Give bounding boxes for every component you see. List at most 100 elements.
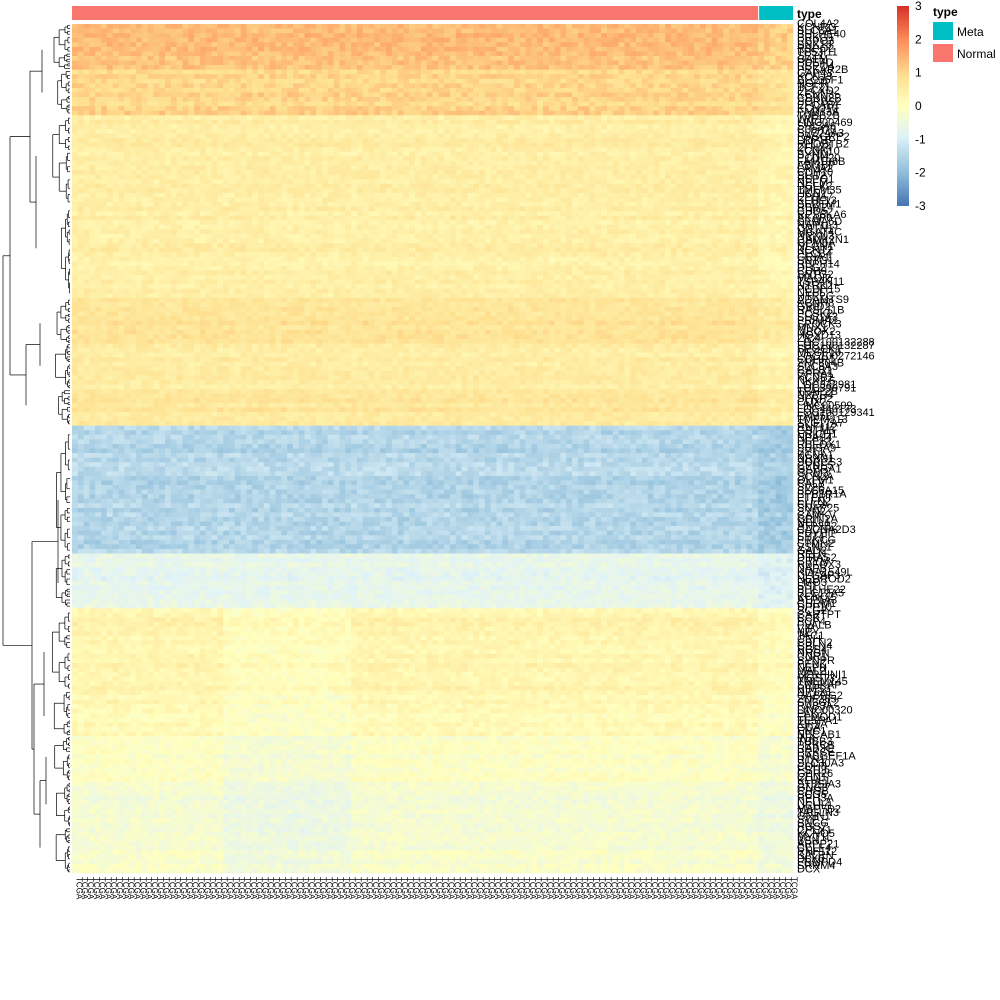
heatmap-cell [694, 70, 700, 75]
heatmap-cell [549, 120, 555, 125]
heatmap-cell [89, 124, 95, 129]
heatmap-cell [572, 166, 578, 171]
heatmap-cell [212, 56, 218, 61]
heatmap-cell [351, 42, 357, 47]
heatmap-cell [252, 83, 258, 88]
heatmap-cell [409, 70, 415, 75]
heatmap-cell [729, 61, 735, 66]
heatmap-cell [624, 138, 630, 143]
heatmap-cell [473, 33, 479, 38]
heatmap-cell [386, 47, 392, 52]
heatmap-cell [217, 115, 223, 120]
heatmap-cell [688, 83, 694, 88]
heatmap-cell [177, 61, 183, 66]
heatmap-cell [415, 161, 421, 166]
heatmap-cell [508, 129, 514, 134]
heatmap-cell [270, 156, 276, 161]
heatmap-cell [409, 33, 415, 38]
heatmap-cell [281, 51, 287, 56]
heatmap-cell [287, 106, 293, 111]
heatmap-cell [380, 143, 386, 148]
heatmap-cell [206, 152, 212, 157]
heatmap-cell [694, 106, 700, 111]
heatmap-cell [613, 147, 619, 152]
heatmap-cell [310, 134, 316, 139]
heatmap-cell [683, 102, 689, 107]
heatmap-cell [770, 170, 776, 175]
heatmap-cell [438, 65, 444, 70]
heatmap-cell [555, 74, 561, 79]
heatmap-cell [339, 106, 345, 111]
heatmap-cell [369, 138, 375, 143]
heatmap-cell [433, 33, 439, 38]
heatmap-cell [339, 156, 345, 161]
heatmap-cell [776, 51, 782, 56]
heatmap-cell [624, 161, 630, 166]
heatmap-cell [642, 47, 648, 52]
heatmap-cell [781, 115, 787, 120]
heatmap-cell [613, 42, 619, 47]
heatmap-cell [374, 138, 380, 143]
heatmap-cell [607, 42, 613, 47]
heatmap-cell [613, 124, 619, 129]
heatmap-cell [683, 61, 689, 66]
heatmap-cell [555, 92, 561, 97]
heatmap-cell [171, 74, 177, 79]
heatmap-cell [421, 143, 427, 148]
heatmap-cell [142, 38, 148, 43]
heatmap-cell [136, 124, 142, 129]
heatmap-cell [386, 120, 392, 125]
heatmap-cell [363, 147, 369, 152]
heatmap-cell [363, 124, 369, 129]
heatmap-cell [607, 65, 613, 70]
heatmap-cell [165, 161, 171, 166]
heatmap-cell [770, 152, 776, 157]
heatmap-cell [694, 74, 700, 79]
heatmap-cell [252, 120, 258, 125]
heatmap-cell [613, 51, 619, 56]
heatmap-cell [694, 124, 700, 129]
heatmap-cell [508, 24, 514, 29]
heatmap-cell [665, 97, 671, 102]
heatmap-cell [89, 143, 95, 148]
heatmap-cell [374, 70, 380, 75]
heatmap-cell [514, 79, 520, 84]
heatmap-cell [427, 143, 433, 148]
heatmap-cell [572, 79, 578, 84]
heatmap-cell [659, 124, 665, 129]
heatmap-cell [89, 156, 95, 161]
heatmap-cell [479, 175, 485, 180]
heatmap-cell [438, 129, 444, 134]
heatmap-cell [636, 134, 642, 139]
heatmap-cell [281, 115, 287, 120]
heatmap-cell [84, 156, 90, 161]
heatmap-cell [392, 29, 398, 34]
heatmap-cell [572, 92, 578, 97]
heatmap-cell [746, 83, 752, 88]
heatmap-cell [589, 161, 595, 166]
heatmap-cell [584, 166, 590, 171]
heatmap-cell [467, 152, 473, 157]
heatmap-cell [84, 161, 90, 166]
heatmap-cell [467, 129, 473, 134]
heatmap-cell [758, 115, 764, 120]
heatmap-cell [438, 88, 444, 93]
heatmap-cell [473, 143, 479, 148]
heatmap-cell [119, 106, 125, 111]
heatmap-cell [223, 166, 229, 171]
heatmap-cell [712, 51, 718, 56]
heatmap-cell [328, 92, 334, 97]
heatmap-cell [607, 129, 613, 134]
heatmap-cell [345, 74, 351, 79]
heatmap-cell [613, 24, 619, 29]
heatmap-cell [717, 70, 723, 75]
heatmap-cell [403, 56, 409, 61]
heatmap-cell [584, 129, 590, 134]
heatmap-cell [386, 29, 392, 34]
heatmap-cell [206, 97, 212, 102]
heatmap-cell [252, 106, 258, 111]
heatmap-cell [107, 170, 113, 175]
heatmap-cell [688, 56, 694, 61]
heatmap-cell [409, 134, 415, 139]
heatmap-cell [421, 102, 427, 107]
